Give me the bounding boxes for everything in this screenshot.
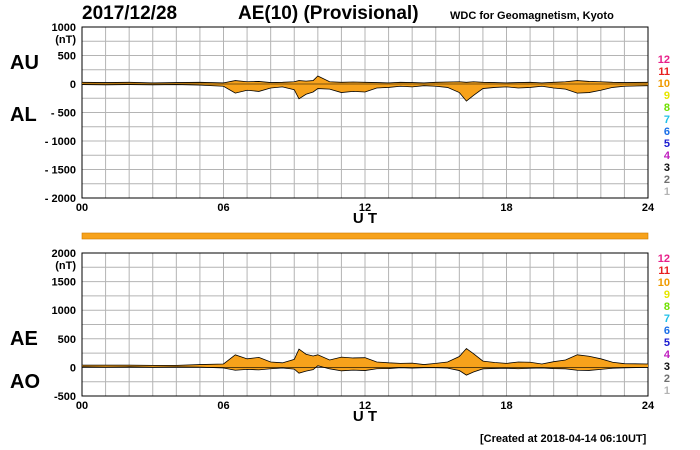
y-tick-label: 500: [58, 51, 76, 63]
legend-item: 5: [663, 337, 670, 349]
au-label: AU: [10, 52, 39, 74]
y-tick-label: - 1000: [45, 136, 76, 148]
y-tick-label: 0: [70, 79, 76, 91]
x-tick-label: 12: [359, 202, 371, 214]
y-tick-label: - 2000: [45, 193, 76, 205]
data-source-label: WDC for Geomagnetism, Kyoto: [450, 10, 614, 22]
legend-item: 2: [663, 174, 670, 186]
legend-item: 12: [657, 253, 670, 265]
x-tick-label: 18: [500, 202, 512, 214]
x-axis-label: U T: [353, 210, 377, 227]
al-label: AL: [10, 104, 37, 126]
legend-item: 3: [663, 162, 670, 174]
legend-item: 4: [663, 349, 670, 361]
legend-item: 11: [658, 265, 670, 277]
legend-item: 4: [663, 150, 670, 162]
legend-item: 9: [663, 289, 670, 301]
legend-item: 2: [663, 373, 670, 385]
series-line-au: [81, 75, 649, 84]
ao-label: AO: [10, 371, 40, 393]
ae-label: AE: [10, 328, 38, 350]
series-fill-area: [82, 348, 648, 376]
plot-title: AE(10) (Provisional): [238, 3, 419, 24]
series-fill-area: [82, 76, 648, 102]
y-tick-label: 1500: [52, 277, 76, 289]
plot-frame: [81, 252, 649, 397]
x-tick-label: 24: [642, 202, 655, 214]
y-tick-label: 0: [70, 362, 76, 374]
legend-item: 3: [663, 361, 670, 373]
y-unit-label: (nT): [55, 34, 76, 46]
legend-item: 8: [663, 102, 670, 114]
y-tick-label: - 1500: [45, 165, 76, 177]
data-coverage-bar: [81, 232, 649, 240]
legend-item: 12: [657, 54, 670, 66]
legend-item: 1: [663, 385, 670, 397]
y-tick-label: -500: [54, 391, 76, 403]
created-timestamp: [Created at 2018-04-14 06:10UT]: [480, 433, 647, 445]
y-tick-label: 1000: [52, 305, 76, 317]
legend-item: 11: [658, 66, 670, 78]
series-line-ae: [82, 347, 649, 366]
legend-item: 10: [657, 277, 670, 289]
plot-date: 2017/12/28: [82, 3, 178, 24]
y-tick-label: 1000: [52, 22, 76, 34]
legend-item: 5: [663, 138, 670, 150]
legend-item: 6: [663, 325, 670, 337]
legend-item: 9: [663, 90, 670, 102]
y-tick-label: - 500: [51, 108, 76, 120]
x-tick-label: 00: [76, 202, 88, 214]
x-tick-label: 12: [359, 400, 371, 412]
x-axis-label: U T: [353, 408, 377, 425]
x-tick-label: 24: [642, 400, 655, 412]
x-tick-label: 00: [76, 400, 88, 412]
x-tick-label: 06: [217, 400, 229, 412]
series-line-ao: [81, 365, 649, 376]
legend-item: 7: [663, 114, 670, 126]
legend-item: 6: [663, 126, 670, 138]
plot-frame: [81, 26, 649, 199]
legend-item: 1: [663, 186, 670, 198]
legend-item: 7: [663, 313, 670, 325]
y-tick-label: 500: [58, 334, 76, 346]
y-tick-label: 2000: [52, 248, 76, 260]
series-line-al: [81, 84, 649, 102]
x-tick-label: 06: [217, 202, 229, 214]
legend-item: 8: [663, 301, 670, 313]
x-tick-label: 18: [500, 400, 512, 412]
legend-item: 10: [657, 78, 670, 90]
y-unit-label: (nT): [55, 260, 76, 272]
